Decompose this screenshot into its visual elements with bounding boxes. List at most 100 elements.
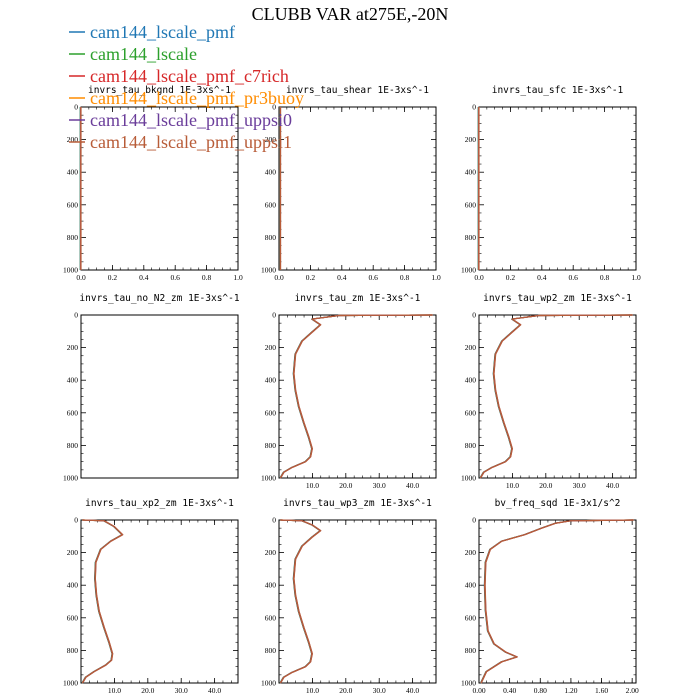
y-tick-label: 600	[67, 200, 79, 209]
y-tick-label: 200	[265, 135, 277, 144]
panel-grid: invrs_tau_bkgnd 1E-3xs^-1 0 200 400 600 800 10…	[63, 85, 641, 695]
legend-entry: cam144_lscale	[90, 44, 197, 64]
x-tick-label: 0.6	[569, 273, 579, 282]
x-tick-label: 0.8	[202, 273, 212, 282]
series-line	[480, 519, 634, 684]
legend-entry: cam144_lscale_pmf	[90, 22, 235, 42]
y-tick-label: 200	[465, 548, 477, 557]
series-line	[480, 314, 633, 479]
y-tick-label: 400	[465, 376, 477, 385]
legend-entry: cam144_lscale_pmf_uppsi1	[90, 132, 292, 152]
figure-title: CLUBB VAR at275E,-20N	[252, 4, 449, 24]
y-tick-label: 600	[465, 408, 477, 417]
y-tick-label: 800	[67, 233, 79, 242]
panel-title: invrs_tau_bkgnd 1E-3xs^-1	[88, 85, 231, 96]
y-tick-label: 400	[67, 376, 79, 385]
y-tick-label: 400	[465, 581, 477, 590]
x-tick-label: 1.0	[233, 273, 243, 282]
panel-title: invrs_tau_xp2_zm 1E-3xs^-1	[85, 498, 234, 509]
y-tick-label: 0	[74, 516, 78, 525]
series-line	[81, 519, 123, 684]
y-tick-label: 200	[67, 548, 79, 557]
panel-title: bv_freq_sqd 1E-3x1/s^2	[495, 498, 621, 509]
x-tick-label: 20.0	[339, 481, 352, 490]
series-line	[81, 519, 124, 684]
y-tick-label: 1000	[63, 679, 78, 688]
panel-title: invrs_tau_wp2_zm 1E-3xs^-1	[483, 293, 632, 304]
x-tick-label: 0.4	[139, 273, 149, 282]
x-tick-label: 10.0	[108, 686, 121, 695]
series-line	[82, 519, 124, 684]
y-tick-label: 200	[265, 548, 277, 557]
x-tick-label: 0.4	[337, 273, 347, 282]
x-tick-label: 10.0	[306, 481, 319, 490]
x-tick-label: 0.0	[274, 273, 284, 282]
y-tick-label: 800	[465, 646, 477, 655]
plot-frame	[278, 314, 437, 479]
y-tick-label: 0	[74, 103, 78, 112]
series-line	[280, 314, 433, 479]
y-tick-label: 600	[265, 200, 277, 209]
series-line	[81, 519, 123, 684]
y-tick-label: 0	[472, 311, 476, 320]
plot-frame	[278, 519, 437, 684]
x-tick-label: 40.0	[406, 686, 419, 695]
x-tick-label: 0.4	[537, 273, 547, 282]
panel-title: invrs_tau_sfc 1E-3xs^-1	[492, 85, 624, 96]
x-tick-label: 30.0	[573, 481, 586, 490]
y-tick-label: 800	[265, 233, 277, 242]
y-tick-label: 200	[265, 343, 277, 352]
y-tick-label: 0	[272, 311, 276, 320]
legend-entry: cam144_lscale_pmf_uppsi0	[90, 110, 292, 130]
x-tick-label: 0.0	[474, 273, 484, 282]
series-line	[279, 519, 322, 684]
y-tick-label: 600	[465, 613, 477, 622]
series-line	[280, 519, 322, 684]
x-tick-label: 1.60	[595, 686, 608, 695]
panel-invrs-tau-zm: invrs_tau_zm 1E-3xs^-1 0 200 400 600 800 1000 1…	[261, 293, 437, 490]
x-tick-label: 30.0	[373, 481, 386, 490]
y-tick-label: 200	[465, 135, 477, 144]
y-tick-label: 1000	[461, 474, 476, 483]
y-tick-label: 1000	[261, 474, 276, 483]
x-tick-label: 0.2	[506, 273, 516, 282]
y-tick-label: 800	[67, 646, 79, 655]
panel-invrs-tau-wp2-zm: invrs_tau_wp2_zm 1E-3xs^-1 0 200 400 600 800 1…	[461, 293, 637, 490]
y-tick-label: 1000	[63, 266, 78, 275]
panel-title: invrs_tau_zm 1E-3xs^-1	[295, 293, 421, 304]
x-tick-label: 0.00	[472, 686, 485, 695]
panel-title: invrs_tau_no_N2_zm 1E-3xs^-1	[79, 293, 239, 304]
x-tick-label: 2.00	[626, 686, 639, 695]
panel-invrs-tau-bkgnd: invrs_tau_bkgnd 1E-3xs^-1 0 200 400 600 800 10…	[63, 85, 243, 282]
series-line	[279, 519, 321, 684]
x-tick-label: 0.2	[306, 273, 316, 282]
series-line	[480, 519, 634, 684]
plot-frame	[278, 106, 437, 271]
x-tick-label: 40.0	[606, 481, 619, 490]
y-tick-label: 800	[265, 646, 277, 655]
panel-invrs-tau-xp2-zm: invrs_tau_xp2_zm 1E-3xs^-1 0 200 400 600 800 1…	[63, 498, 239, 695]
plot-frame	[80, 314, 239, 479]
x-tick-label: 0.8	[400, 273, 410, 282]
x-tick-label: 1.20	[564, 686, 577, 695]
x-tick-label: 0.40	[503, 686, 516, 695]
x-tick-label: 30.0	[175, 686, 188, 695]
x-tick-label: 1.0	[631, 273, 641, 282]
series-line	[82, 519, 124, 684]
y-tick-label: 600	[67, 613, 79, 622]
y-tick-label: 600	[465, 200, 477, 209]
y-tick-label: 400	[67, 581, 79, 590]
panel-bv-freq-sqd: bv_freq_sqd 1E-3x1/s^2020040060080010000…	[461, 498, 639, 695]
series-line	[480, 519, 634, 684]
y-tick-label: 200	[67, 135, 79, 144]
legend-entry: cam144_lscale_pmf_c7rich	[90, 66, 289, 86]
y-tick-label: 600	[265, 613, 277, 622]
y-tick-label: 1000	[461, 679, 476, 688]
y-tick-label: 1000	[63, 474, 78, 483]
legend: cam144_lscale_pmfcam144_lscalecam144_lsc…	[69, 22, 304, 152]
series-line	[279, 519, 321, 684]
y-tick-label: 200	[465, 343, 477, 352]
x-tick-label: 20.0	[141, 686, 154, 695]
y-tick-label: 400	[265, 581, 277, 590]
